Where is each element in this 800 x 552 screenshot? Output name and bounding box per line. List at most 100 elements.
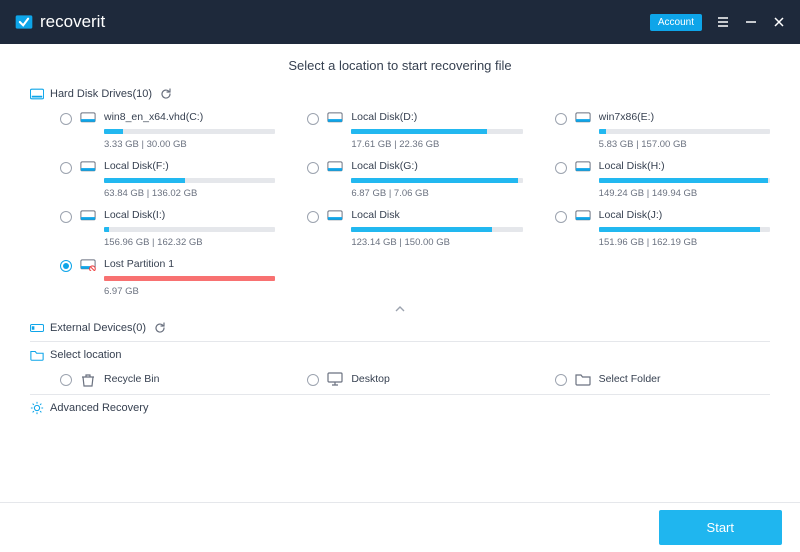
drive-name: win8_en_x64.vhd(C:) <box>104 111 275 123</box>
drive-usage-bar <box>351 227 522 232</box>
drive-body: Local Disk(D:) 17.61 GB | 22.36 GB <box>351 111 522 150</box>
drive-item[interactable]: win7x86(E:)5.83 GB | 157.00 GB <box>555 111 770 150</box>
location-label: Select Folder <box>599 373 661 385</box>
drive-body: Local Disk(F:)63.84 GB | 136.02 GB <box>104 160 275 199</box>
advanced-icon <box>30 401 44 415</box>
recycle-icon <box>80 372 96 386</box>
drive-size: 156.96 GB | 162.32 GB <box>104 237 275 248</box>
drive-usage-bar <box>599 129 770 134</box>
drive-radio[interactable] <box>555 113 567 125</box>
drive-item[interactable]: win8_en_x64.vhd(C:)3.33 GB | 30.00 GB <box>60 111 275 150</box>
drive-body: win8_en_x64.vhd(C:)3.33 GB | 30.00 GB <box>104 111 275 150</box>
drive-body: Lost Partition 1 6.97 GB <box>104 258 275 297</box>
drive-item[interactable]: Local Disk123.14 GB | 150.00 GB <box>307 209 522 248</box>
footer-bar: Start <box>0 502 800 552</box>
drive-body: Local Disk(G:)6.87 GB | 7.06 GB <box>351 160 522 199</box>
drive-body: Local Disk123.14 GB | 150.00 GB <box>351 209 522 248</box>
drive-radio[interactable] <box>307 211 319 223</box>
drive-item[interactable]: Local Disk(D:) 17.61 GB | 22.36 GB <box>307 111 522 150</box>
drive-radio[interactable] <box>60 162 72 174</box>
desktop-icon <box>327 372 343 386</box>
drive-item[interactable]: Lost Partition 1 6.97 GB <box>60 258 275 297</box>
disk-icon <box>575 112 591 126</box>
disk-icon <box>327 112 343 126</box>
drive-grid: win8_en_x64.vhd(C:)3.33 GB | 30.00 GB Loc… <box>30 105 770 303</box>
start-button[interactable]: Start <box>659 510 782 545</box>
drive-usage-bar <box>599 178 770 183</box>
app-name: recoverit <box>40 12 105 32</box>
drive-item[interactable]: Local Disk(G:)6.87 GB | 7.06 GB <box>307 160 522 199</box>
drive-usage-bar <box>351 129 522 134</box>
drive-usage-bar <box>104 227 275 232</box>
disk-icon <box>575 210 591 224</box>
section-select-location[interactable]: Select location <box>30 344 770 366</box>
location-item[interactable]: Select Folder <box>555 372 770 386</box>
disk-icon <box>80 210 96 224</box>
drive-usage-bar <box>599 227 770 232</box>
drive-radio[interactable] <box>307 113 319 125</box>
menu-icon[interactable] <box>716 15 730 29</box>
section-external-label: External Devices(0) <box>50 322 146 334</box>
drive-item[interactable]: Local Disk(I:)156.96 GB | 162.32 GB <box>60 209 275 248</box>
drive-radio[interactable] <box>60 260 72 272</box>
location-radio[interactable] <box>60 374 72 386</box>
drive-size: 151.96 GB | 162.19 GB <box>599 237 770 248</box>
location-radio[interactable] <box>307 374 319 386</box>
drive-body: Local Disk(J:)151.96 GB | 162.19 GB <box>599 209 770 248</box>
drive-name: Lost Partition 1 <box>104 258 275 270</box>
page-title: Select a location to start recovering fi… <box>30 44 770 83</box>
drive-body: Local Disk(I:)156.96 GB | 162.32 GB <box>104 209 275 248</box>
divider <box>30 341 770 342</box>
refresh-icon[interactable] <box>154 322 166 334</box>
location-grid: Recycle Bin Desktop Select Folder <box>30 366 770 392</box>
drive-usage-bar <box>351 178 522 183</box>
drive-name: Local Disk(D:) <box>351 111 522 123</box>
lost-partition-icon <box>80 259 96 273</box>
disk-icon <box>327 161 343 175</box>
refresh-icon[interactable] <box>160 88 172 100</box>
drive-radio[interactable] <box>555 162 567 174</box>
section-external[interactable]: External Devices(0) <box>30 317 770 339</box>
drive-item[interactable]: Local Disk(J:)151.96 GB | 162.19 GB <box>555 209 770 248</box>
chevron-up-icon <box>394 305 406 313</box>
drive-size: 6.97 GB <box>104 286 275 297</box>
account-button[interactable]: Account <box>650 14 702 31</box>
drive-body: Local Disk(H:)149.24 GB | 149.94 GB <box>599 160 770 199</box>
close-icon[interactable] <box>772 15 786 29</box>
section-advanced[interactable]: Advanced Recovery <box>30 397 770 419</box>
drive-item[interactable]: Local Disk(F:)63.84 GB | 136.02 GB <box>60 160 275 199</box>
section-advanced-label: Advanced Recovery <box>50 402 148 414</box>
drive-size: 63.84 GB | 136.02 GB <box>104 188 275 199</box>
titlebar-controls: Account <box>650 14 786 31</box>
drive-radio[interactable] <box>307 162 319 174</box>
drive-size: 17.61 GB | 22.36 GB <box>351 139 522 150</box>
disk-icon <box>575 161 591 175</box>
minimize-icon[interactable] <box>744 15 758 29</box>
drive-radio[interactable] <box>60 113 72 125</box>
location-item[interactable]: Recycle Bin <box>60 372 275 386</box>
external-device-icon <box>30 321 44 335</box>
location-label: Recycle Bin <box>104 373 159 385</box>
drive-item[interactable]: Local Disk(H:)149.24 GB | 149.94 GB <box>555 160 770 199</box>
section-hard-disk-label: Hard Disk Drives(10) <box>50 88 152 100</box>
main-content: Select a location to start recovering fi… <box>0 44 800 502</box>
location-label: Desktop <box>351 373 390 385</box>
drive-name: Local Disk(H:) <box>599 160 770 172</box>
drive-size: 6.87 GB | 7.06 GB <box>351 188 522 199</box>
disk-icon <box>327 210 343 224</box>
drive-usage-bar <box>104 178 275 183</box>
drive-name: win7x86(E:) <box>599 111 770 123</box>
section-hard-disk[interactable]: Hard Disk Drives(10) <box>30 83 770 105</box>
drive-radio[interactable] <box>60 211 72 223</box>
app-logo: recoverit <box>14 12 105 32</box>
divider <box>30 394 770 395</box>
collapse-section[interactable] <box>30 303 770 317</box>
folder-icon <box>575 372 591 386</box>
titlebar: recoverit Account <box>0 0 800 44</box>
section-select-location-label: Select location <box>50 349 122 361</box>
disk-icon <box>80 161 96 175</box>
drive-radio[interactable] <box>555 211 567 223</box>
location-item[interactable]: Desktop <box>307 372 522 386</box>
drive-usage-bar <box>104 129 275 134</box>
location-radio[interactable] <box>555 374 567 386</box>
